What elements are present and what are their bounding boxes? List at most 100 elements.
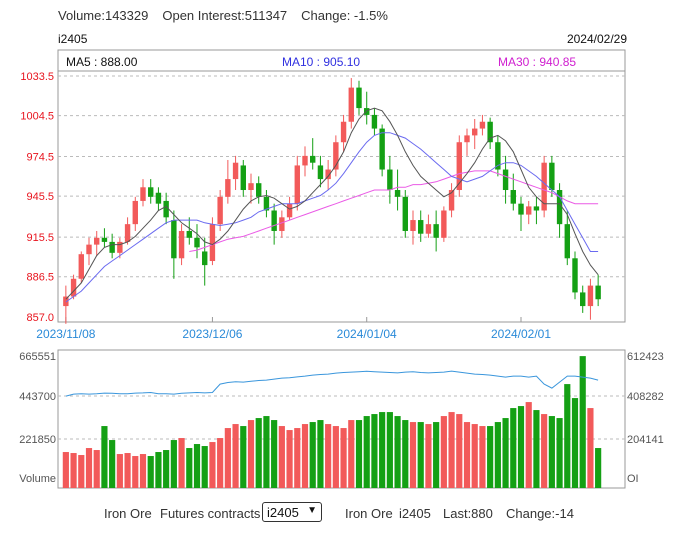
x-tick-label: 2024/01/04 [337, 327, 397, 341]
candle-body [333, 142, 339, 170]
candle-body [487, 121, 493, 143]
candle-body [178, 230, 185, 259]
volume-bar [325, 424, 332, 488]
candle-body [271, 210, 277, 231]
candle [348, 78, 354, 129]
candle-body [410, 220, 416, 231]
y-tick-label: 915.5 [26, 232, 54, 244]
candle-body [371, 114, 378, 129]
y-tick-label: 857.0 [26, 312, 54, 324]
candle [101, 228, 108, 248]
contract-select[interactable]: i2405 ▼ [262, 502, 322, 522]
candle [572, 251, 578, 300]
candle-body [526, 206, 532, 215]
candle-body [340, 121, 347, 143]
candle [510, 173, 516, 211]
candle [387, 155, 393, 204]
candle-body [232, 162, 239, 180]
volume-bar [433, 422, 440, 488]
candle-body [356, 87, 362, 109]
ma5-legend: MA5 : 888.00 [66, 55, 138, 69]
y-tick-label: 945.5 [26, 191, 54, 203]
volume-bar [371, 414, 378, 488]
volume-bar [224, 428, 231, 488]
candle-body [70, 278, 77, 297]
candle [155, 187, 162, 211]
candle [279, 210, 285, 238]
candle-body [155, 192, 162, 204]
candle-body [448, 190, 455, 211]
candle-body [564, 224, 570, 259]
candle [132, 196, 138, 231]
candle [202, 237, 208, 286]
candle [587, 278, 594, 320]
candle [186, 217, 192, 245]
candle [94, 230, 100, 256]
volume-bar [595, 448, 602, 488]
candle-body [279, 217, 285, 231]
volume-bar [186, 448, 193, 488]
candle-body [317, 165, 324, 180]
volume-bar [155, 452, 162, 488]
ma30-legend: MA30 : 940.85 [498, 55, 576, 69]
candle-body [387, 169, 393, 191]
ma30-line [189, 170, 599, 252]
volume-bar [386, 412, 393, 488]
candle [171, 210, 177, 279]
candle [63, 285, 69, 324]
candle-body [310, 155, 316, 163]
candle [256, 176, 262, 204]
volume-bar [301, 424, 309, 488]
candle [178, 224, 185, 266]
candle [294, 155, 300, 211]
candle-body [140, 187, 146, 201]
candle [595, 274, 601, 307]
volume-bar [62, 452, 69, 488]
candle-body [541, 162, 547, 211]
candle [410, 210, 416, 245]
candle-body [379, 128, 385, 170]
candle [564, 210, 570, 266]
volume-tick-label: Volume [19, 473, 56, 485]
candle [526, 200, 532, 225]
candle-body [402, 196, 408, 231]
candle [418, 210, 424, 242]
contract-select-value: i2405 [267, 505, 299, 520]
candle-body [533, 206, 540, 211]
volume-bar [564, 384, 571, 488]
volume-bar [348, 420, 355, 488]
volume-bar [340, 428, 347, 488]
volume-bar [556, 418, 563, 488]
volume-bar [525, 402, 532, 488]
y-tick-label: 1004.5 [20, 111, 54, 123]
candle-body [441, 210, 447, 238]
candle-body [101, 237, 108, 242]
candle [163, 192, 169, 225]
candle-body [510, 190, 516, 204]
candle-body [248, 183, 254, 191]
price-volume-chart: MA5 : 888.00 MA10 : 905.10 MA30 : 940.85… [19, 49, 664, 489]
volume-bar [317, 420, 324, 488]
candle-body [78, 254, 84, 279]
candle [340, 114, 347, 152]
volume-bar [332, 426, 339, 488]
candle-body [256, 183, 262, 197]
candle [356, 80, 362, 115]
candle-body [294, 165, 300, 204]
oi-tick-label: 408282 [627, 391, 664, 403]
price-change: Change:-14 [506, 506, 574, 521]
candle-body [202, 251, 208, 266]
candle [248, 173, 254, 204]
volume-bar [109, 440, 116, 488]
volume-bar [471, 424, 478, 488]
volume-bar [232, 424, 239, 488]
candle-body [302, 155, 308, 166]
volume-bar [502, 418, 509, 488]
volume-bar [85, 448, 93, 488]
volume-bar [425, 424, 432, 488]
volume-bar [132, 456, 139, 488]
candle-body [418, 220, 424, 234]
candle-body [225, 179, 231, 197]
candle [464, 128, 470, 156]
volume-tick-label: 665551 [19, 351, 56, 363]
